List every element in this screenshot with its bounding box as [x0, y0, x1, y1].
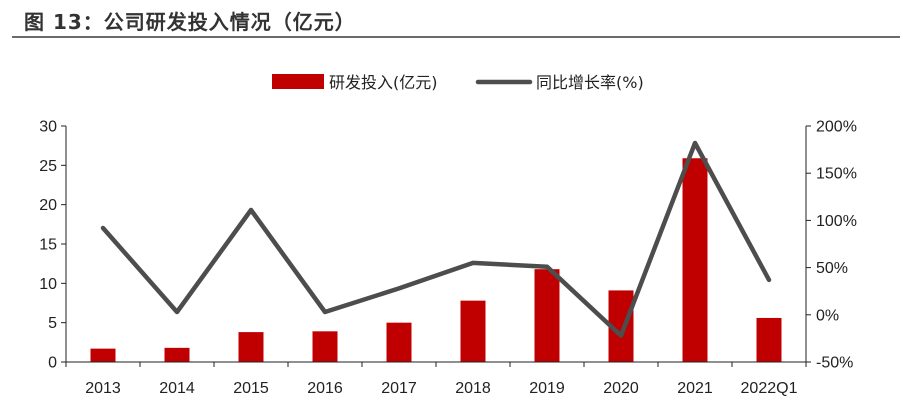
bar-series: [90, 158, 782, 362]
left-tick-label: 15: [39, 237, 57, 254]
bar-2022Q1: [756, 317, 782, 362]
bar-2017: [386, 322, 412, 362]
x-tick-label: 2017: [381, 380, 417, 397]
figure-title-bar: 图 13：公司研发投入情况（亿元）: [0, 0, 903, 38]
left-tick-label: 5: [48, 315, 57, 332]
left-tick-label: 25: [39, 158, 57, 175]
right-tick-label: 100%: [816, 213, 857, 230]
right-tick-label: 0%: [816, 307, 839, 324]
legend-bar-swatch: [272, 74, 324, 89]
x-tick-label: 2015: [233, 380, 269, 397]
left-tick-label: 0: [48, 355, 57, 372]
figure-title: 图 13：公司研发投入情况（亿元）: [24, 10, 356, 34]
title-divider: [12, 36, 900, 38]
bar-2019: [534, 269, 560, 362]
chart-legend: 研发投入(亿元) 同比增长率(%): [272, 73, 644, 92]
x-tick-label: 2022Q1: [741, 380, 798, 397]
x-tick-label: 2018: [455, 380, 491, 397]
right-tick-label: 150%: [816, 166, 857, 183]
chart-axes: 0 5 10 15 20 25 30 -50% 0% 50% 100% 150% 200% 2013 201…: [39, 119, 857, 398]
bar-2015: [238, 332, 264, 362]
right-tick-label: 200%: [816, 119, 857, 136]
left-tick-label: 10: [39, 276, 57, 293]
bar-2021: [682, 158, 708, 362]
x-tick-label: 2019: [529, 380, 565, 397]
legend-bar-label: 研发投入(亿元): [329, 73, 438, 92]
bar-2014: [164, 347, 190, 362]
growth-rate-line: [100, 140, 772, 338]
right-tick-label: -50%: [816, 355, 853, 372]
x-tick-label: 2014: [159, 380, 195, 397]
line-series: [100, 140, 772, 338]
x-tick-label: 2013: [85, 380, 121, 397]
left-tick-label: 20: [39, 197, 57, 214]
bar-2013: [90, 348, 116, 362]
x-tick-label: 2020: [603, 380, 639, 397]
left-tick-label: 30: [39, 119, 57, 136]
x-tick-label: 2016: [307, 380, 343, 397]
bar-2018: [460, 300, 486, 362]
bar-2016: [312, 331, 338, 362]
x-tick-label: 2021: [677, 380, 713, 397]
right-tick-label: 50%: [816, 260, 848, 277]
legend-line-label: 同比增长率(%): [536, 73, 644, 92]
